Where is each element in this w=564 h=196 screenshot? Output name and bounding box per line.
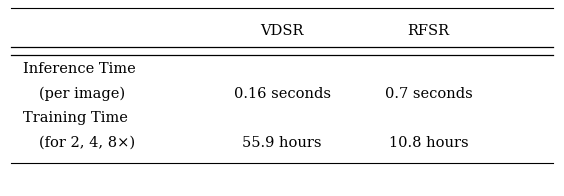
Text: 55.9 hours: 55.9 hours [243, 136, 321, 150]
Text: Inference Time: Inference Time [23, 62, 135, 76]
Text: VDSR: VDSR [261, 24, 303, 38]
Text: (per image): (per image) [39, 87, 126, 101]
Text: 0.7 seconds: 0.7 seconds [385, 87, 473, 101]
Text: 0.16 seconds: 0.16 seconds [233, 87, 331, 101]
Text: 10.8 hours: 10.8 hours [389, 136, 469, 150]
Text: Training Time: Training Time [23, 111, 127, 125]
Text: (for 2, 4, 8×): (for 2, 4, 8×) [39, 136, 135, 150]
Text: RFSR: RFSR [408, 24, 450, 38]
